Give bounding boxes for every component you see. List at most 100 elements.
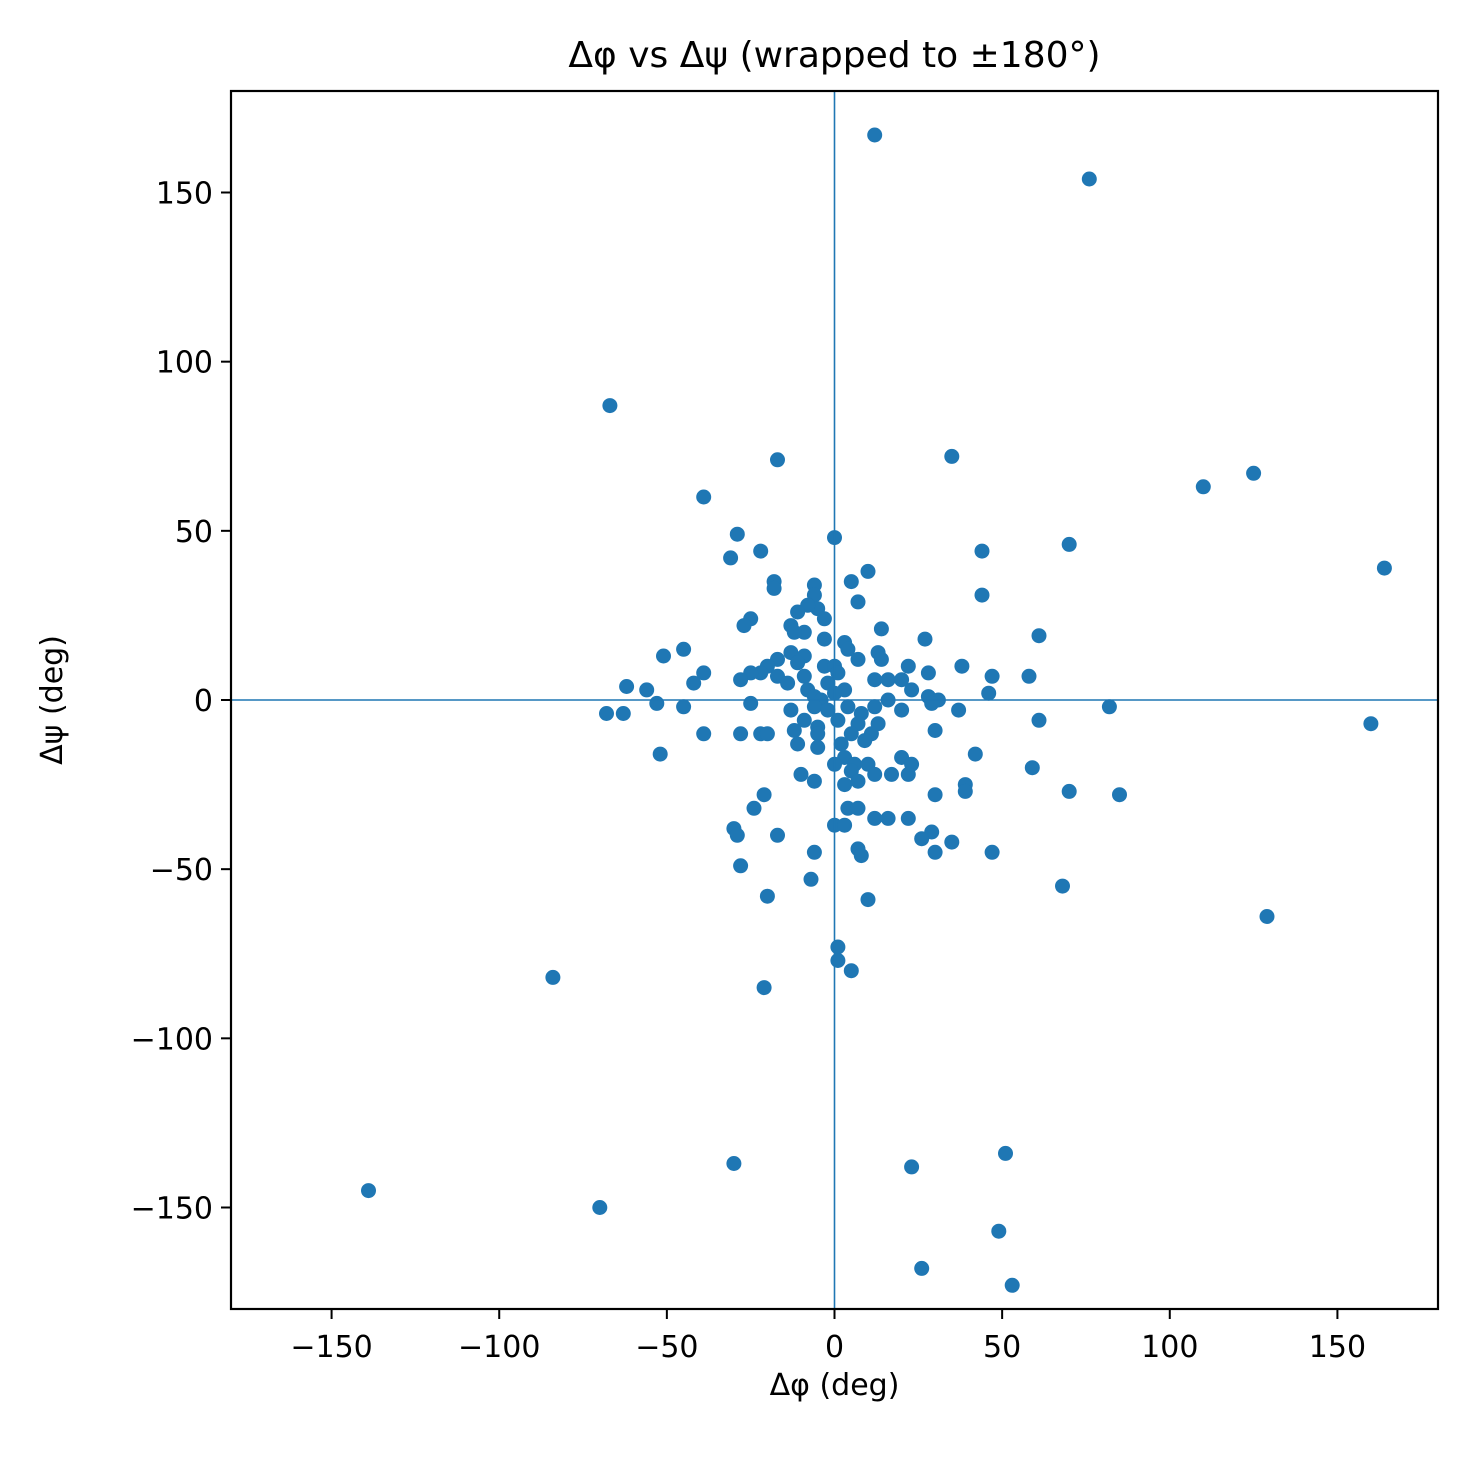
- y-axis-label: Δψ (deg): [35, 635, 70, 765]
- data-point: [951, 702, 967, 718]
- data-point: [843, 963, 859, 979]
- data-point: [914, 1260, 930, 1276]
- data-point: [857, 733, 873, 749]
- data-point: [867, 672, 883, 688]
- data-point: [954, 658, 970, 674]
- data-point: [790, 736, 806, 752]
- x-tick-label: 100: [1141, 1330, 1198, 1365]
- chart-title: Δφ vs Δψ (wrapped to ±180°): [568, 35, 1100, 76]
- data-point: [696, 665, 712, 681]
- data-point: [853, 848, 869, 864]
- data-point: [780, 675, 796, 691]
- data-point: [793, 766, 809, 782]
- data-point: [981, 685, 997, 701]
- data-point: [806, 773, 822, 789]
- data-point: [803, 871, 819, 887]
- data-point: [756, 980, 772, 996]
- data-point: [790, 604, 806, 620]
- data-point: [843, 726, 859, 742]
- data-point: [759, 726, 775, 742]
- data-point: [790, 655, 806, 671]
- data-point: [1376, 560, 1392, 576]
- data-point: [867, 766, 883, 782]
- data-point: [733, 858, 749, 874]
- data-point: [746, 800, 762, 816]
- data-point: [1246, 465, 1262, 481]
- data-point: [676, 699, 692, 715]
- data-point: [850, 773, 866, 789]
- x-tick-label: −150: [290, 1330, 372, 1365]
- data-point: [991, 1223, 1007, 1239]
- data-point: [1259, 909, 1275, 924]
- data-point: [1061, 536, 1077, 552]
- data-point: [1081, 171, 1097, 187]
- data-point: [830, 712, 846, 728]
- data-point: [810, 726, 826, 742]
- data-point: [900, 766, 916, 782]
- data-point: [840, 641, 856, 657]
- data-point: [592, 1200, 608, 1215]
- data-point: [867, 127, 883, 143]
- data-point: [736, 618, 752, 634]
- data-point: [756, 787, 772, 803]
- data-point: [1004, 1277, 1020, 1293]
- data-point: [816, 611, 832, 627]
- data-point: [796, 668, 812, 684]
- data-point: [917, 631, 933, 647]
- data-point: [602, 398, 618, 414]
- data-point: [900, 658, 916, 674]
- data-point: [652, 746, 668, 762]
- data-point: [726, 1156, 742, 1171]
- x-axis-ticks: −150 −100 −50 0 50 100 150: [290, 1309, 1366, 1365]
- data-point: [816, 631, 832, 647]
- data-point: [770, 452, 785, 468]
- data-point: [880, 672, 896, 688]
- data-point: [830, 953, 846, 968]
- data-point: [783, 702, 799, 718]
- data-point: [927, 723, 943, 738]
- data-point: [927, 844, 943, 860]
- data-point: [619, 679, 635, 694]
- x-tick-label: −100: [458, 1330, 540, 1365]
- data-point: [766, 580, 782, 596]
- y-tick-label: 150: [156, 177, 213, 212]
- data-point: [729, 526, 745, 542]
- data-point: [649, 695, 665, 711]
- data-point: [984, 668, 1000, 684]
- data-point: [820, 702, 836, 718]
- data-point: [998, 1145, 1013, 1161]
- data-point: [873, 621, 889, 637]
- data-point: [957, 783, 973, 799]
- data-point: [833, 736, 849, 752]
- data-point: [729, 827, 745, 843]
- data-point: [753, 543, 769, 559]
- data-point: [676, 641, 692, 657]
- data-point: [615, 706, 631, 721]
- data-point: [545, 969, 561, 985]
- data-point: [837, 777, 853, 793]
- data-point: [894, 672, 910, 688]
- data-point: [837, 817, 853, 833]
- data-point: [860, 563, 876, 579]
- data-point: [1031, 628, 1047, 644]
- data-point: [927, 787, 943, 803]
- data-point: [810, 739, 826, 755]
- y-tick-label: −150: [131, 1192, 213, 1227]
- data-point: [759, 888, 775, 904]
- x-axis-label: Δφ (deg): [770, 1368, 900, 1403]
- data-point: [770, 827, 785, 843]
- data-point: [944, 448, 960, 464]
- data-point: [743, 695, 759, 711]
- data-point: [1055, 878, 1070, 894]
- data-point: [733, 672, 749, 688]
- data-point: [894, 702, 910, 718]
- data-point: [944, 834, 960, 850]
- data-point: [850, 800, 866, 816]
- data-point: [361, 1183, 376, 1199]
- data-point: [830, 939, 846, 955]
- data-point: [914, 831, 930, 847]
- data-point: [696, 726, 712, 742]
- data-point: [1031, 712, 1047, 728]
- scatter-points: [361, 127, 1392, 1293]
